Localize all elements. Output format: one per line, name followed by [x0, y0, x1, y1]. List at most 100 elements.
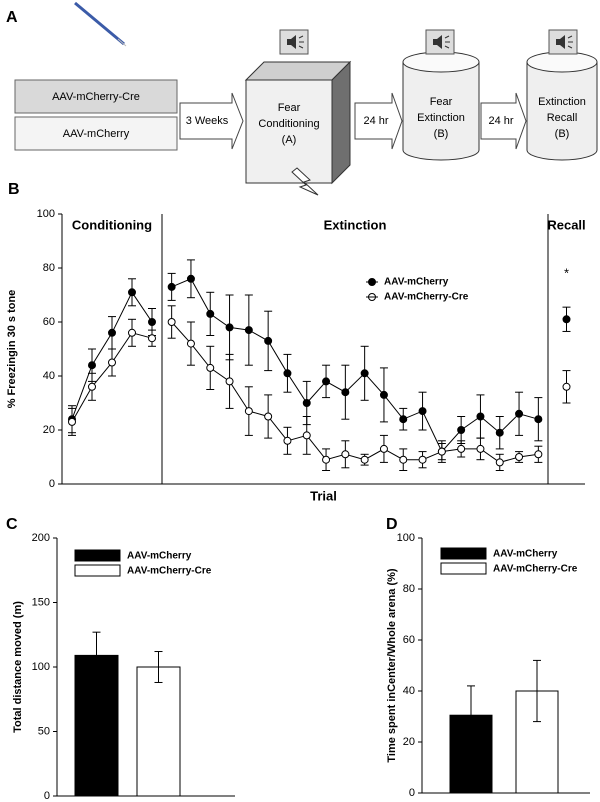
data-point [399, 415, 408, 424]
data-point [534, 450, 543, 459]
panel-label: B [8, 181, 20, 198]
vector-label: AAV-mCherry [63, 128, 130, 140]
y-tick-label: 20 [43, 424, 55, 436]
data-point [341, 388, 350, 397]
y-tick-label: 80 [43, 262, 55, 274]
y-tick-label: 60 [403, 634, 415, 646]
y-tick-label: 100 [32, 661, 50, 673]
data-point [302, 399, 311, 407]
cube-side [331, 60, 351, 185]
legend-swatch [440, 547, 487, 560]
y-tick-label: 0 [49, 478, 55, 490]
interval-label: 24 hr [488, 115, 513, 127]
legend-swatch [74, 564, 121, 577]
x-axis-label: Trial [310, 488, 337, 503]
y-axis-label: Time spent inCenter/Whole arena (%) [386, 568, 398, 763]
data-point [437, 447, 446, 456]
annotation: * [564, 265, 569, 280]
cylinder [526, 62, 598, 161]
y-tick-label: 150 [32, 596, 50, 608]
data-point [88, 361, 96, 370]
stage-label: Extinction [538, 96, 586, 108]
speaker-icon [548, 29, 578, 55]
y-tick-label: 20 [403, 736, 415, 748]
stage-label: Fear [278, 102, 301, 114]
y-tick-label: 50 [38, 725, 50, 737]
data-point [148, 334, 156, 343]
legend-label: AAV-mCherry-Cre [384, 292, 469, 303]
data-point [88, 382, 96, 391]
legend-label: AAV-mCherry [384, 277, 449, 288]
data-point [495, 458, 504, 467]
vector-label: AAV-mCherry-Cre [52, 91, 140, 103]
y-tick-label: 40 [403, 685, 415, 697]
needle [117, 38, 127, 47]
data-point [167, 318, 176, 326]
speaker-icon [425, 29, 455, 55]
data-point [206, 363, 215, 372]
speaker-icon [279, 29, 309, 55]
data-point [225, 323, 234, 332]
data-point [108, 358, 116, 367]
legend-label: AAV-mCherry-Cre [493, 564, 578, 575]
data-point [108, 328, 116, 337]
data-point [322, 377, 331, 386]
y-axis-label: Total distance moved (m) [12, 601, 24, 733]
protocol-diagram: A AAV-mCherry-Cre AAV-mCherry 3 Weeks Fe… [6, 1, 598, 196]
data-point [283, 369, 292, 378]
data-point [379, 444, 388, 453]
data-point [264, 412, 273, 421]
data-point [515, 453, 524, 461]
data-point [562, 382, 571, 391]
data-point [167, 282, 176, 291]
vector-box [14, 116, 178, 151]
data-point [68, 417, 76, 426]
y-tick-label: 40 [43, 370, 55, 382]
stage-label: Fear [430, 96, 453, 108]
data-point [399, 455, 408, 464]
series-line [171, 321, 539, 463]
data-point [128, 328, 136, 337]
data-point [128, 288, 136, 297]
arrow [179, 92, 244, 150]
syringe [74, 1, 125, 46]
vector-box [14, 79, 178, 114]
data-point [206, 309, 215, 318]
data-point [225, 377, 234, 386]
data-point [418, 455, 427, 464]
stage-label: Extinction [417, 112, 465, 124]
stage-label: (B) [555, 128, 570, 140]
legend-label: AAV-mCherry [493, 549, 558, 560]
data-point [322, 455, 331, 464]
stage-label: (A) [282, 134, 297, 146]
data-point [360, 369, 369, 378]
cube-front [245, 79, 333, 184]
y-tick-label: 100 [37, 208, 55, 220]
data-point [244, 326, 253, 335]
data-point [186, 339, 195, 348]
cylinder-top [402, 51, 480, 73]
y-tick-label: 100 [397, 532, 415, 544]
section-title: Recall [547, 217, 585, 232]
data-point [476, 412, 485, 421]
section-title: Conditioning [72, 217, 152, 232]
data-point [244, 407, 253, 416]
data-point [457, 426, 466, 434]
stage-label: Conditioning [258, 118, 319, 130]
data-point [283, 436, 292, 445]
data-point [360, 455, 369, 464]
interval-label: 3 Weeks [186, 115, 229, 127]
panel-label: D [386, 516, 398, 533]
data-point [302, 431, 311, 440]
y-axis-label: % Freezingin 30 s tone [6, 290, 18, 409]
panel-label: A [6, 9, 18, 26]
shock-icon [291, 167, 319, 196]
arrow [480, 92, 527, 150]
interval-label: 24 hr [363, 115, 388, 127]
legend-label: AAV-mCherry-Cre [127, 566, 212, 577]
legend-swatch [440, 562, 487, 575]
data-point [562, 315, 571, 324]
data-point [457, 444, 466, 453]
data-point [476, 444, 485, 453]
